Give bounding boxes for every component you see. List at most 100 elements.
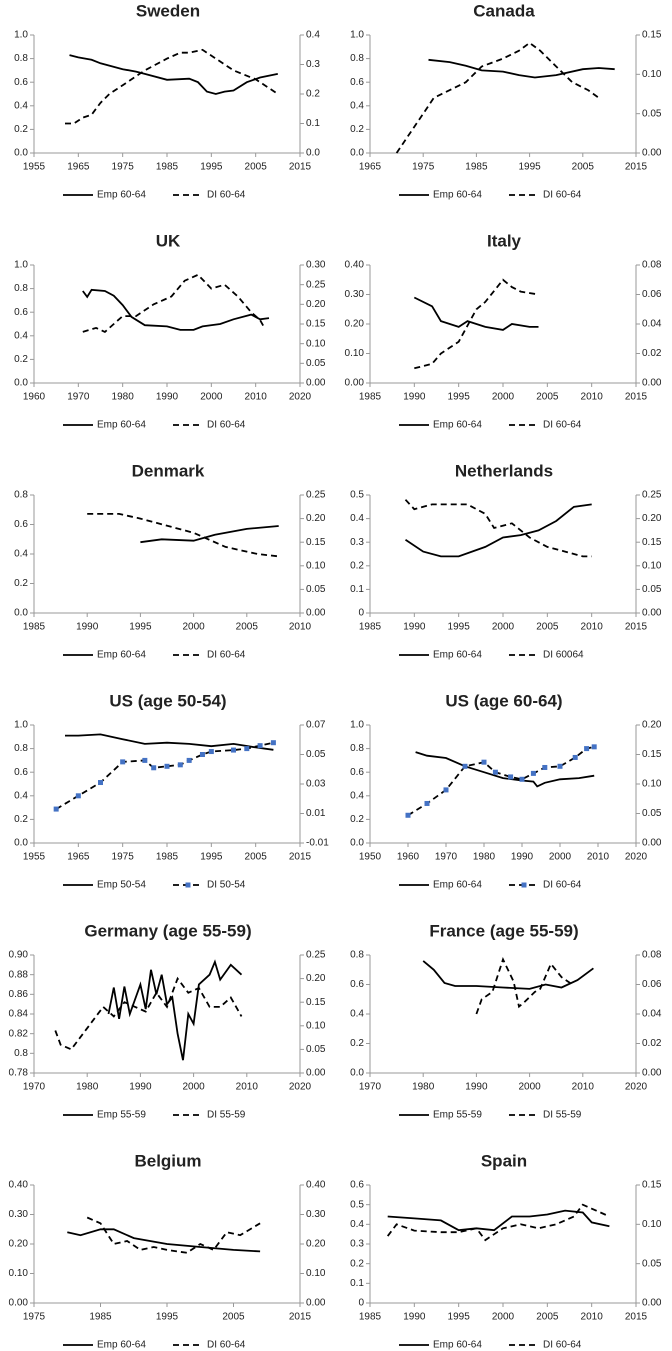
- y-tick-label: 0.4: [350, 1009, 364, 1020]
- x-tick-label: 2010: [236, 1082, 259, 1093]
- series-line: [107, 959, 243, 1061]
- legend-label: Emp 60-64: [97, 1340, 146, 1351]
- chart-title: Sweden: [136, 1, 200, 20]
- x-tick-label: 2010: [572, 1082, 595, 1093]
- x-tick-label: 2015: [625, 392, 648, 403]
- x-tick-label: 1990: [511, 852, 534, 863]
- x-tick-label: 2000: [492, 392, 515, 403]
- y-tick-label: 0.4: [14, 790, 28, 801]
- series-marker: [542, 764, 548, 770]
- series-line: [65, 48, 279, 125]
- x-tick-label: 1980: [412, 1082, 435, 1093]
- x-tick-label: 1985: [359, 392, 382, 403]
- x-tick-label: 1995: [156, 1312, 179, 1323]
- x-tick-label: 1990: [156, 392, 179, 403]
- y2-tick-label: 0.10: [306, 1020, 326, 1031]
- series-marker: [177, 762, 183, 768]
- y-tick-label: 0.8: [14, 283, 28, 294]
- y2-tick-label: 0.06: [642, 289, 662, 300]
- y-tick-label: 0.2: [14, 578, 28, 589]
- series-line: [422, 960, 594, 990]
- y2-tick-label: 0.02: [642, 1038, 662, 1049]
- series-marker: [270, 740, 276, 746]
- y2-tick-label: 0.00: [642, 148, 662, 159]
- x-tick-label: 1965: [67, 852, 90, 863]
- x-tick-label: 1990: [403, 1312, 426, 1323]
- y2-tick-label: 0.15: [642, 749, 662, 760]
- y2-tick-label: 0.07: [306, 720, 326, 731]
- y2-tick-label: 0.25: [306, 279, 326, 290]
- x-tick-label: 2000: [492, 622, 515, 633]
- y2-tick-label: 0.04: [642, 1009, 662, 1020]
- legend-label: DI 60-64: [207, 190, 246, 201]
- chart-title: France (age 55-59): [429, 921, 578, 940]
- y2-tick-label: 0.00: [306, 608, 326, 619]
- y2-tick-label: 0.15: [306, 319, 326, 330]
- y2-tick-label: 0.20: [306, 299, 326, 310]
- series-marker: [186, 757, 192, 763]
- y2-tick-label: 0.20: [306, 513, 326, 524]
- x-tick-label: 1980: [112, 392, 135, 403]
- x-tick-label: 1975: [112, 162, 135, 173]
- legend-label: DI 60-64: [543, 190, 582, 201]
- series-line: [404, 499, 592, 558]
- x-tick-label: 2000: [518, 1082, 541, 1093]
- y2-tick-label: 0.4: [306, 30, 320, 41]
- x-tick-label: 1990: [403, 392, 426, 403]
- x-tick-label: 1990: [76, 622, 99, 633]
- y2-tick-label: 0.05: [306, 358, 326, 369]
- series-marker: [443, 787, 449, 793]
- y-tick-label: 0.0: [14, 148, 28, 159]
- legend-label: DI 60064: [543, 650, 584, 661]
- y-tick-label: 0.4: [350, 1219, 364, 1230]
- y2-tick-label: -0.01: [306, 838, 329, 849]
- y2-tick-label: 0.05: [306, 749, 326, 760]
- y-tick-label: 0.6: [14, 77, 28, 88]
- y2-tick-label: 0.08: [642, 950, 662, 961]
- legend-label: Emp 60-64: [433, 190, 482, 201]
- y2-tick-label: 0.20: [642, 513, 662, 524]
- legend-label: DI 60-64: [543, 420, 582, 431]
- legend-label: DI 60-64: [207, 1340, 246, 1351]
- y-tick-label: 0.86: [9, 989, 29, 1000]
- series-marker: [530, 770, 536, 776]
- series-marker: [208, 749, 214, 755]
- x-tick-label: 1970: [359, 1082, 382, 1093]
- y-tick-label: 0.6: [14, 307, 28, 318]
- y-tick-label: 1.0: [14, 260, 28, 271]
- y-tick-label: 0.8: [350, 53, 364, 64]
- x-tick-label: 1995: [200, 162, 223, 173]
- y2-tick-label: 0.15: [642, 30, 662, 41]
- x-tick-label: 2005: [572, 162, 595, 173]
- y-tick-label: 0.0: [350, 1068, 364, 1079]
- y-tick-label: 0.2: [350, 1038, 364, 1049]
- x-tick-label: 2000: [182, 1082, 205, 1093]
- series-marker: [572, 754, 578, 760]
- series-line: [69, 54, 278, 95]
- x-tick-label: 1975: [112, 852, 135, 863]
- series-line: [87, 513, 279, 558]
- legend-label: DI 50-54: [207, 880, 246, 891]
- x-tick-label: 2005: [222, 1312, 245, 1323]
- y2-tick-label: 0.01: [306, 808, 326, 819]
- chart-title: Belgium: [134, 1151, 201, 1170]
- x-tick-label: 2015: [289, 852, 312, 863]
- x-tick-label: 1980: [473, 852, 496, 863]
- series-line: [413, 296, 539, 331]
- legend-label: DI 60-64: [543, 1340, 582, 1351]
- y-tick-label: 0.8: [14, 490, 28, 501]
- y-tick-label: 0.0: [350, 838, 364, 849]
- chart-title: Germany (age 55-59): [84, 921, 251, 940]
- legend-label: Emp 60-64: [433, 1340, 482, 1351]
- series-line: [65, 733, 274, 751]
- series-marker: [164, 763, 170, 769]
- y-tick-label: 0.4: [350, 513, 364, 524]
- y2-tick-label: 0.00: [642, 608, 662, 619]
- y-tick-label: 0.40: [9, 1180, 29, 1191]
- legend-label: DI 60-64: [207, 650, 246, 661]
- y-tick-label: 0.6: [350, 77, 364, 88]
- y2-tick-label: 0.00: [306, 378, 326, 389]
- y2-tick-label: 0.04: [642, 319, 662, 330]
